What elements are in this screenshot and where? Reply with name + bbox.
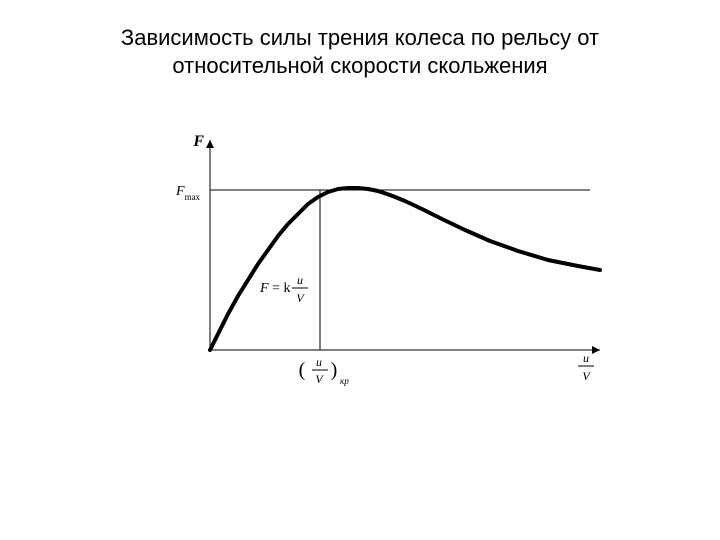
friction-curve <box>210 188 600 350</box>
title-line-1: Зависимость силы трения колеса по рельсу… <box>121 25 599 50</box>
fmax-label: Fmax <box>175 184 201 202</box>
y-axis-arrow <box>206 140 214 148</box>
slide: Зависимость силы трения колеса по рельсу… <box>0 0 720 540</box>
y-axis-label: F <box>192 133 204 150</box>
formula-numerator: u <box>297 273 303 287</box>
x-axis-numerator: u <box>583 351 589 365</box>
crit-numerator: u <box>316 355 322 369</box>
formula-label: F = k <box>259 281 290 296</box>
slide-title: Зависимость силы трения колеса по рельсу… <box>0 24 720 79</box>
x-axis-denominator: V <box>582 369 591 383</box>
x-axis-arrow <box>592 346 600 354</box>
formula-denominator: V <box>296 291 305 305</box>
title-line-2: относительной скорости скольжения <box>172 53 547 78</box>
chart-svg: FFmaxF = kuVuV()uVкр <box>150 130 610 390</box>
crit-subscript: кр <box>340 376 349 386</box>
friction-chart: FFmaxF = kuVuV()uVкр <box>150 130 610 390</box>
crit-denominator: V <box>315 372 324 386</box>
crit-paren-close: ) <box>331 359 338 381</box>
crit-paren-open: ( <box>299 359 306 381</box>
